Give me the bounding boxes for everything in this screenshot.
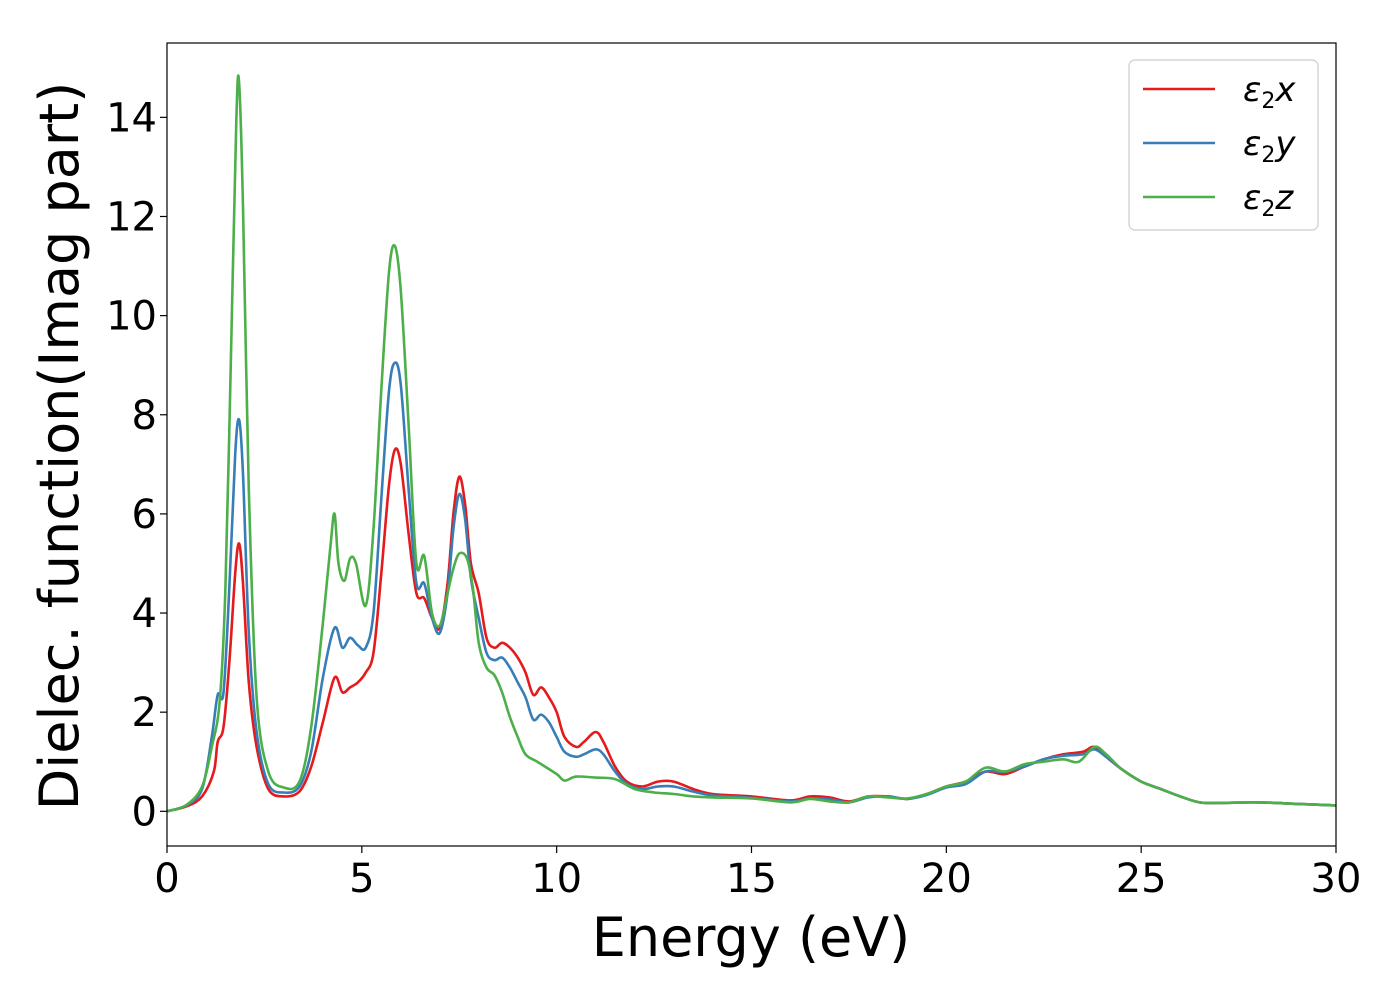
series-line-x [166,447,1337,813]
legend-label-symbol: ε [1243,124,1261,164]
x-axis-label: Energy (eV) [592,906,911,969]
y-tick-label: 2 [132,690,157,736]
y-tick-label: 0 [132,789,157,835]
x-tick-label: 5 [349,856,374,902]
legend-label-axis: y [1274,124,1296,164]
x-tick-label: 10 [531,856,582,902]
legend-label-symbol: ε [1243,178,1261,218]
y-tick-label: 10 [106,294,157,340]
y-axis-ticks: 0 2 4 6 8 10 12 14 [106,95,167,835]
x-tick-label: 0 [154,856,179,902]
legend-label-axis: z [1274,178,1294,218]
legend-label-axis: x [1274,70,1296,110]
y-tick-label: 8 [132,393,157,439]
y-axis-label: Dielec. function(Imag part) [28,82,91,811]
x-axis-ticks: 0 5 10 15 20 25 30 [154,846,1361,902]
y-tick-label: 6 [132,492,157,538]
y-tick-label: 12 [106,194,157,240]
x-tick-label: 15 [726,856,777,902]
x-tick-label: 25 [1116,856,1167,902]
legend-label-x: ε2x [1243,70,1296,114]
y-tick-label: 14 [106,95,157,141]
legend-label-subscript: 2 [1261,197,1275,222]
series-line-z [166,74,1337,813]
legend-label-symbol: ε [1243,70,1261,110]
legend-box [1128,59,1319,231]
x-tick-label: 30 [1311,856,1362,902]
legend-label-y: ε2y [1243,124,1296,168]
legend-label-subscript: 2 [1261,143,1275,168]
plot-series-group [166,74,1337,813]
y-tick-label: 4 [132,591,157,637]
legend-label-z: ε2z [1243,178,1294,222]
series-line-y [166,361,1337,813]
legend-label-subscript: 2 [1261,89,1275,114]
x-tick-label: 20 [921,856,972,902]
